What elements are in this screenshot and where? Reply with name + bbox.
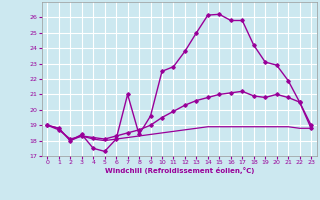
X-axis label: Windchill (Refroidissement éolien,°C): Windchill (Refroidissement éolien,°C)	[105, 167, 254, 174]
